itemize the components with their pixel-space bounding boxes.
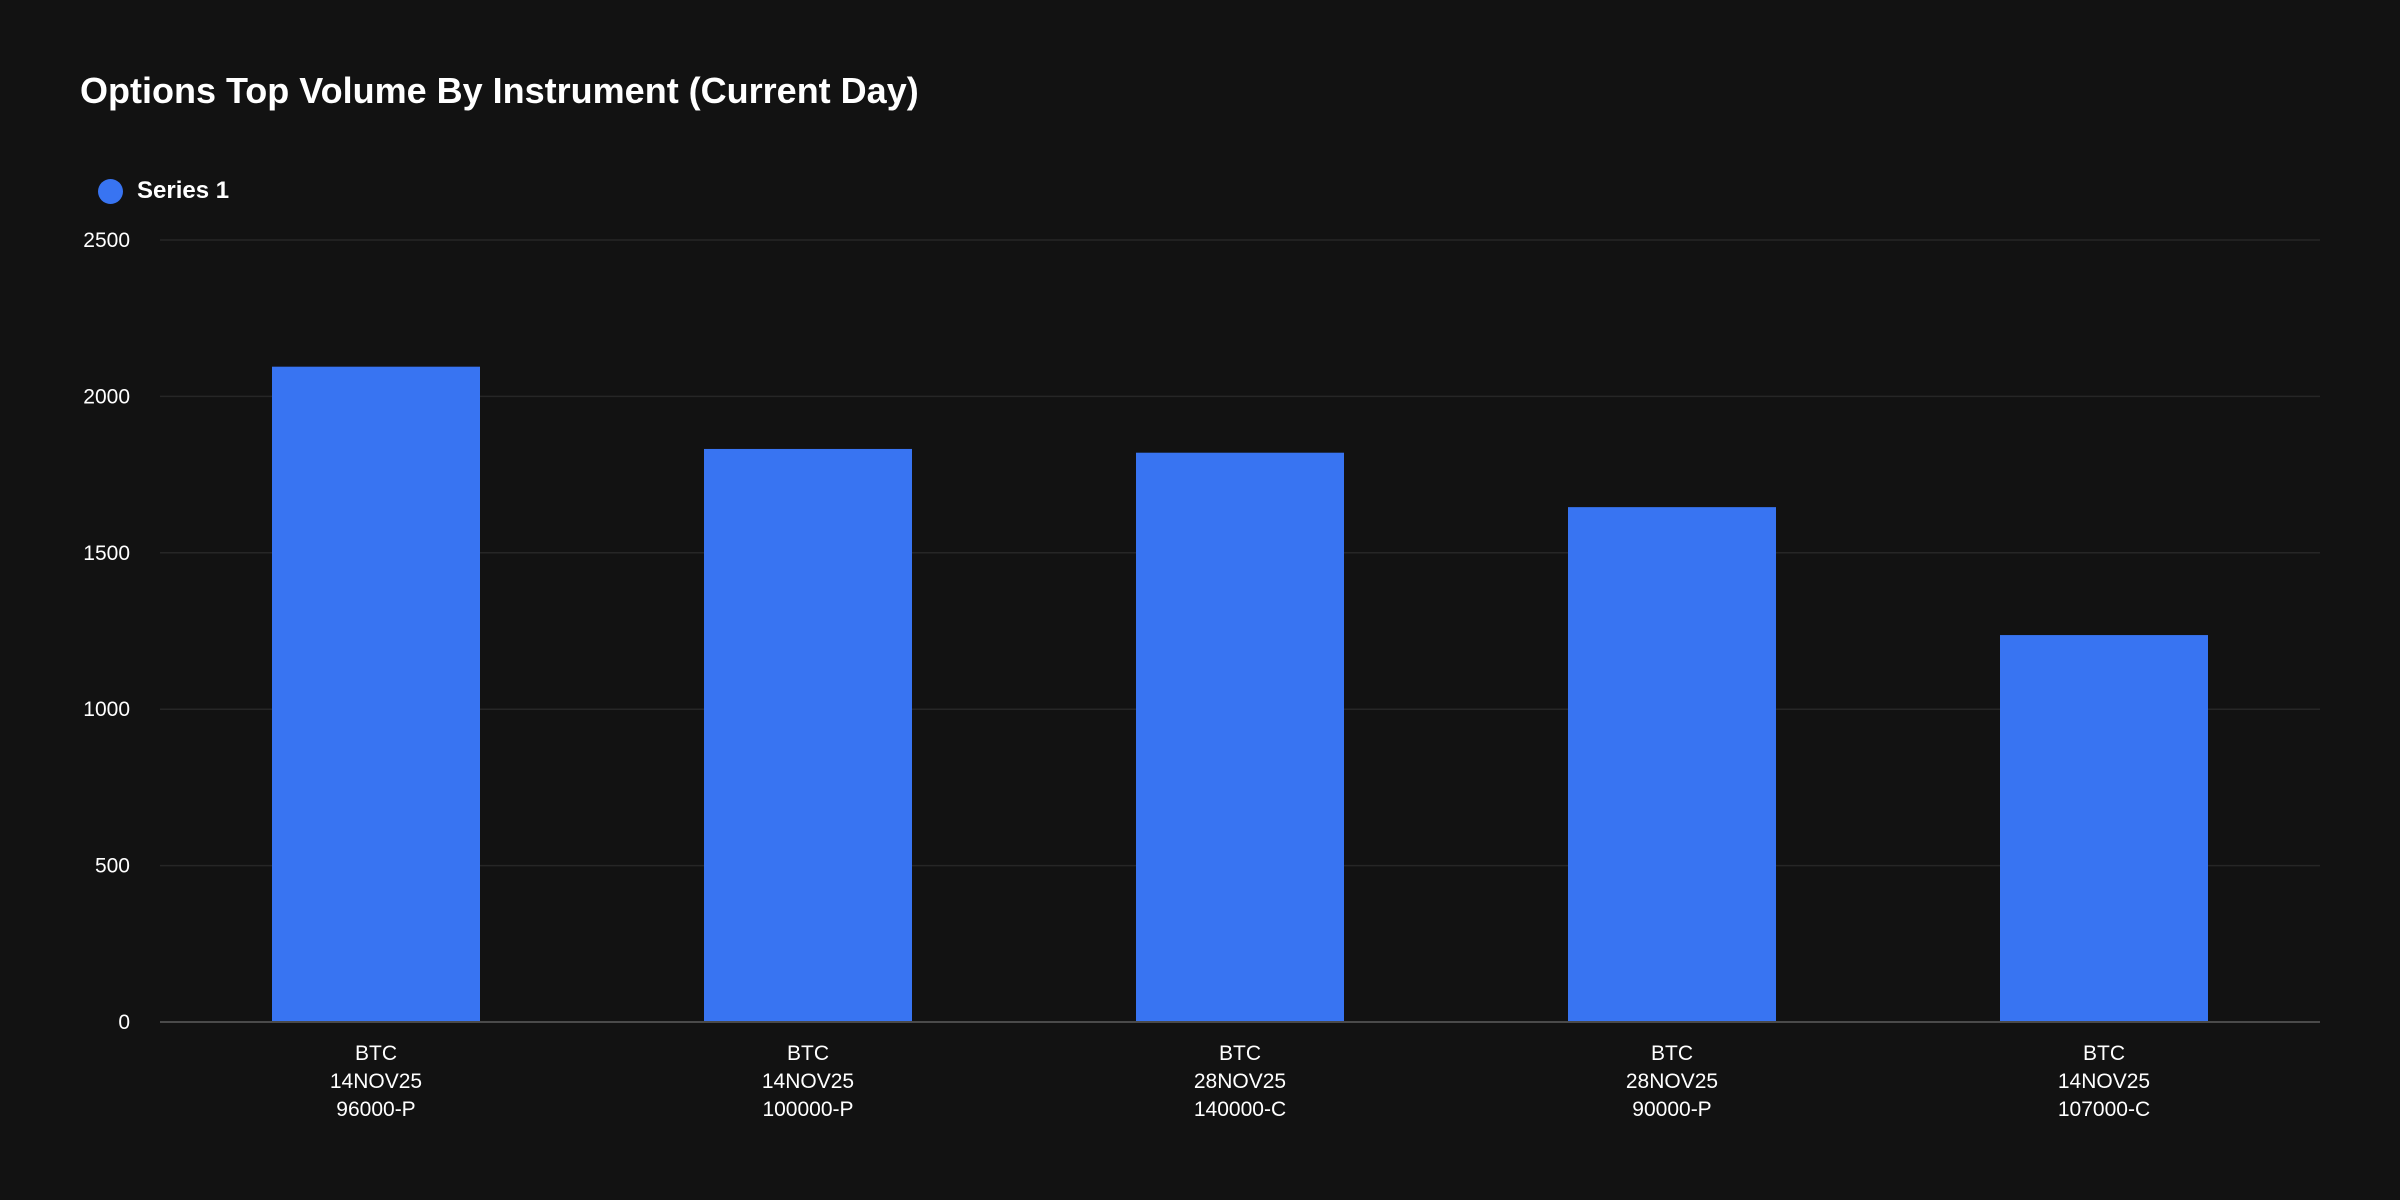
y-axis-ticks: 0 500 1000 1500 2000 2500 xyxy=(83,229,130,1034)
legend-swatch xyxy=(98,178,123,204)
bar-3[interactable] xyxy=(1136,452,1344,1023)
bar-5[interactable] xyxy=(2000,635,2208,1022)
y-tick-label: 0 xyxy=(118,1011,130,1034)
bars xyxy=(272,366,2208,1023)
y-tick-label: 2500 xyxy=(83,229,130,252)
x-tick-label: BTC 28NOV25 90000-P xyxy=(1626,1042,1718,1121)
legend[interactable]: Series 1 xyxy=(98,175,229,207)
y-tick-label: 500 xyxy=(95,855,130,878)
x-tick-label: BTC 14NOV25 100000-P xyxy=(762,1042,854,1121)
y-tick-label: 1000 xyxy=(83,698,130,721)
bar-2[interactable] xyxy=(704,448,912,1022)
x-tick-label: BTC 14NOV25 107000-C xyxy=(2058,1042,2150,1121)
legend-label-series-1: Series 1 xyxy=(137,177,230,204)
y-tick-label: 2000 xyxy=(83,385,130,408)
x-tick-label: BTC 14NOV25 96000-P xyxy=(330,1042,422,1121)
bar-4[interactable] xyxy=(1568,507,1776,1022)
y-tick-label: 1500 xyxy=(83,542,130,565)
grid-lines xyxy=(160,239,2320,867)
x-tick-label: BTC 28NOV25 140000-C xyxy=(1194,1042,1286,1121)
bar-1[interactable] xyxy=(272,366,480,1023)
x-axis-ticks: BTC 14NOV25 96000-P BTC 14NOV25 100000-P BTC 28… xyxy=(330,1042,2150,1121)
chart-title: Options Top Volume By Instrument (Curren… xyxy=(80,70,919,111)
